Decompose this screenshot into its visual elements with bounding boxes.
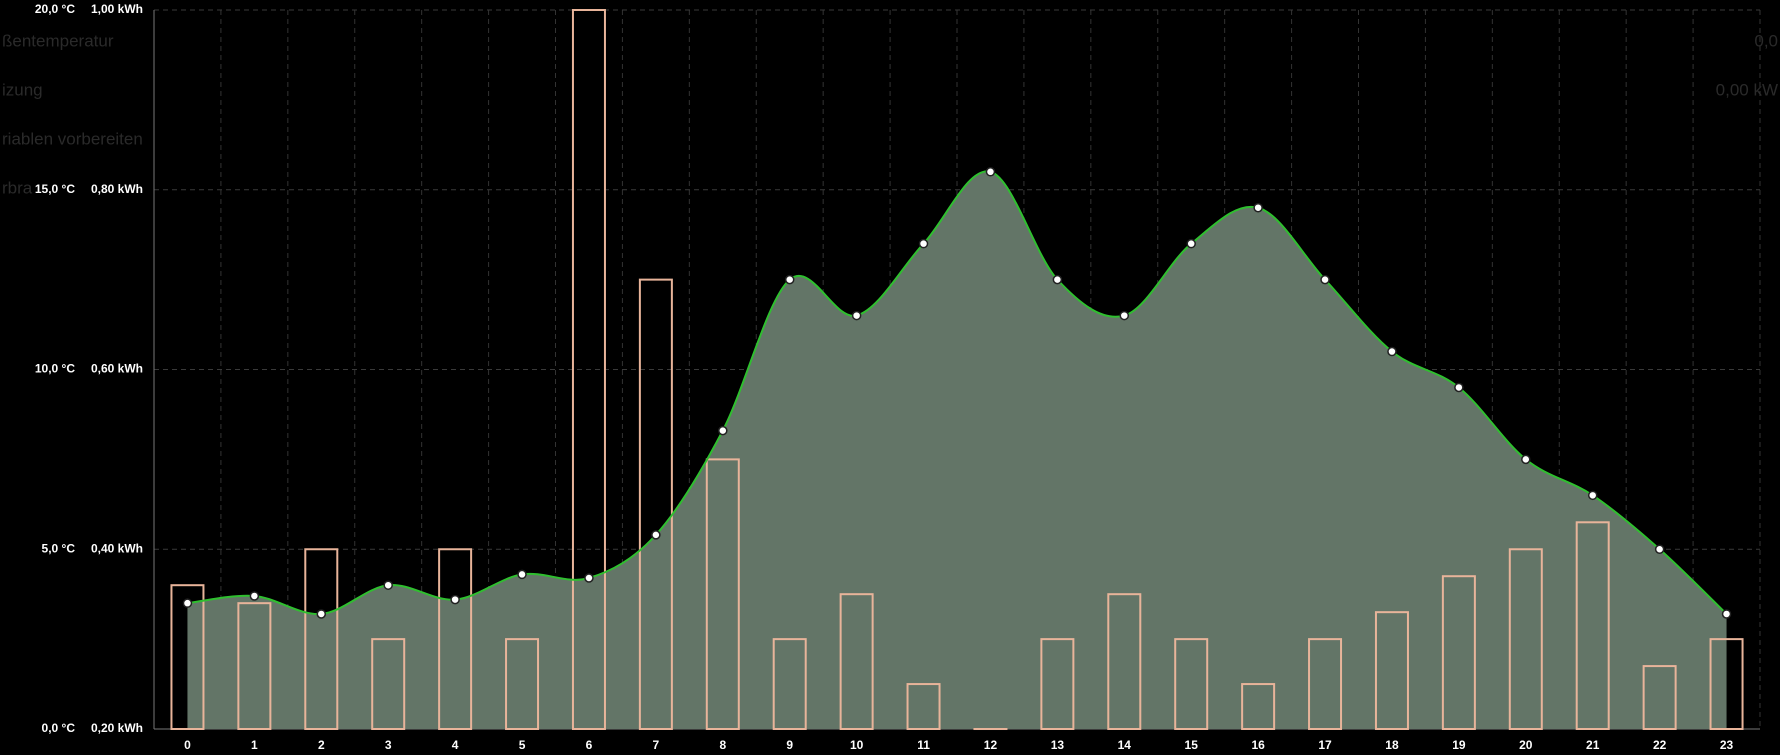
- bar: [1308, 638, 1343, 730]
- point: [316, 609, 327, 619]
- bar: [1508, 548, 1543, 730]
- x-tick-label: 3: [385, 738, 392, 752]
- point: [1587, 490, 1598, 501]
- bar: [371, 638, 406, 730]
- bar: [1241, 683, 1276, 730]
- y2-tick-label: 0,20 kWh: [91, 721, 143, 735]
- point: [383, 580, 393, 590]
- x-tick-label: 8: [719, 738, 726, 752]
- point: [718, 425, 728, 436]
- point: [1387, 346, 1397, 357]
- point: [651, 530, 661, 540]
- bar: [705, 458, 740, 730]
- point: [851, 310, 862, 321]
- x-tick-label: 22: [1653, 738, 1667, 752]
- x-tick-label: 4: [452, 738, 459, 752]
- x-tick-label: 14: [1118, 738, 1132, 752]
- point: [1654, 544, 1665, 554]
- x-tick-label: 13: [1051, 738, 1065, 752]
- point: [1253, 202, 1263, 213]
- x-tick-label: 21: [1586, 738, 1600, 752]
- x-tick-label: 9: [786, 738, 793, 752]
- y-tick-label: 15,0 °C: [35, 182, 75, 196]
- point: [584, 573, 594, 583]
- area: [187, 171, 1727, 730]
- bar: [505, 638, 540, 730]
- bar: [1374, 611, 1409, 730]
- point: [249, 591, 260, 601]
- x-tick-label: 10: [850, 738, 864, 752]
- legend-fragment: ßentemperatur: [2, 31, 114, 50]
- bar: [839, 593, 874, 730]
- bar: [1040, 638, 1075, 730]
- x-tick-label: 6: [586, 738, 593, 752]
- bar: [1709, 638, 1744, 730]
- x-tick-label: 23: [1720, 738, 1734, 752]
- legend-fragment: rbra: [2, 178, 33, 197]
- y-tick-label: 10,0 °C: [35, 362, 75, 376]
- bar: [772, 638, 807, 730]
- bar: [1642, 665, 1677, 731]
- x-tick-label: 1: [251, 738, 258, 752]
- x-tick-label: 19: [1452, 738, 1466, 752]
- point: [1320, 274, 1330, 285]
- point: [985, 167, 996, 177]
- legend-fragment: izung: [2, 80, 43, 99]
- y2-tick-label: 0,40 kWh: [91, 541, 143, 555]
- x-tick-label: 15: [1185, 738, 1199, 752]
- point: [1052, 274, 1063, 285]
- bar: [906, 683, 941, 730]
- bar: [1575, 521, 1610, 730]
- bar: [1107, 593, 1142, 730]
- bar: [438, 548, 473, 730]
- point: [1186, 238, 1196, 249]
- bar: [304, 548, 339, 730]
- y-tick-label: 0,0 °C: [42, 721, 76, 735]
- x-tick-label: 2: [318, 738, 325, 752]
- y-tick-label: 5,0 °C: [42, 541, 76, 555]
- legend-fragment: riablen vorbereiten: [2, 129, 143, 148]
- x-tick-label: 5: [519, 738, 526, 752]
- x-tick-label: 12: [984, 738, 998, 752]
- legend-value-fragment: 0,00 kW: [1716, 80, 1778, 99]
- x-tick-label: 0: [184, 738, 191, 752]
- bar: [638, 278, 673, 730]
- point: [784, 274, 795, 285]
- y2-tick-label: 0,80 kWh: [91, 182, 143, 196]
- point: [517, 569, 527, 580]
- bar: [170, 584, 205, 731]
- bar: [1441, 575, 1476, 731]
- bar: [1174, 638, 1209, 730]
- point: [1721, 609, 1732, 619]
- x-tick-label: 16: [1251, 738, 1265, 752]
- bar: [237, 602, 272, 730]
- legend-value-fragment: 0,0: [1754, 31, 1778, 50]
- point: [918, 238, 929, 249]
- x-tick-label: 20: [1519, 738, 1533, 752]
- point: [1119, 310, 1130, 321]
- y2-tick-label: 0,60 kWh: [91, 362, 143, 376]
- point: [1521, 454, 1531, 465]
- x-tick-label: 17: [1318, 738, 1332, 752]
- y-tick-label: 20,0 °C: [35, 2, 75, 16]
- bar: [571, 9, 606, 730]
- x-tick-label: 18: [1385, 738, 1399, 752]
- x-tick-label: 11: [917, 738, 930, 752]
- point: [450, 594, 460, 605]
- x-tick-label: 7: [653, 738, 660, 752]
- y2-tick-label: 1,00 kWh: [91, 2, 143, 16]
- point: [1454, 382, 1464, 393]
- point: [182, 598, 193, 608]
